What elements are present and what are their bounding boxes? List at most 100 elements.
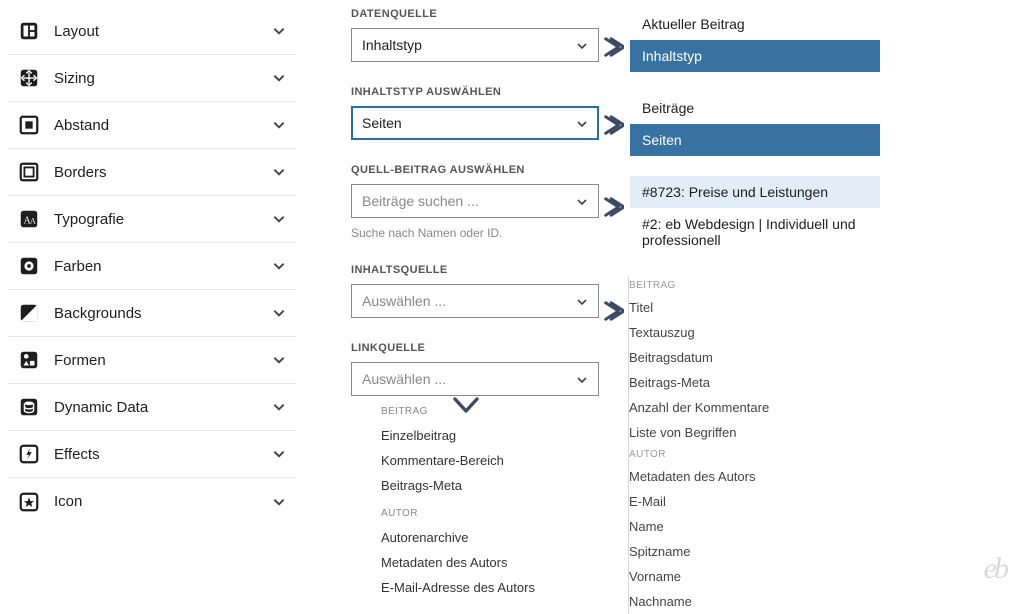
option-item[interactable]: Beitrags-Meta	[629, 370, 880, 395]
option-item[interactable]: Inhaltstyp	[630, 40, 880, 72]
sidebar-item-backgrounds[interactable]: Backgrounds	[8, 290, 296, 337]
option-item[interactable]: Seiten	[630, 124, 880, 156]
chevron-down-icon	[272, 353, 286, 367]
sidebar-item-label: Typografie	[54, 211, 272, 228]
field-inhaltsquelle: INHALTSQUELLE Auswählen ...	[351, 264, 599, 318]
dropdown-option[interactable]: Kommentare-Bereich	[381, 448, 599, 473]
opts-quellbeitrag: #8723: Preise und Leistungen#2: eb Webde…	[630, 176, 880, 256]
option-item[interactable]: Beitragsdatum	[629, 345, 880, 370]
field-linkquelle: LINKQUELLE Auswählen ... BEITRAGEinzelbe…	[351, 342, 599, 600]
option-item[interactable]: E-Mail	[629, 489, 880, 514]
sidebar-item-effects[interactable]: Effects	[8, 431, 296, 478]
select-value: Inhaltstyp	[362, 37, 576, 53]
chevron-down-icon	[576, 373, 588, 385]
sidebar-item-label: Borders	[54, 164, 272, 181]
sidebar-item-dynamic[interactable]: Dynamic Data	[8, 384, 296, 431]
select-quellbeitrag[interactable]: Beiträge suchen ...	[351, 184, 599, 218]
arrow-down-icon	[452, 396, 480, 416]
settings-sidebar: Layout Sizing Abstand Borders AA Typografie Fa…	[8, 8, 296, 525]
sidebar-item-label: Layout	[54, 23, 272, 40]
option-item[interactable]: #8723: Preise und Leistungen	[630, 176, 880, 208]
chevron-down-icon	[272, 447, 286, 461]
option-item[interactable]: Aktueller Beitrag	[630, 8, 880, 40]
option-item[interactable]: Beiträge	[630, 92, 880, 124]
opts-inhaltstyp: BeiträgeSeiten	[630, 92, 880, 156]
option-item[interactable]: Metadaten des Autors	[629, 464, 880, 489]
select-value: Seiten	[362, 115, 576, 131]
select-linkquelle[interactable]: Auswählen ...	[351, 362, 599, 396]
arrow-right-icon	[602, 196, 624, 218]
chevron-down-icon	[272, 118, 286, 132]
chevron-down-icon	[272, 212, 286, 226]
option-item[interactable]: Spitzname	[629, 539, 880, 564]
sizing-icon	[18, 67, 40, 89]
sidebar-item-label: Formen	[54, 352, 272, 369]
sidebar-item-sizing[interactable]: Sizing	[8, 55, 296, 102]
option-item[interactable]: #2: eb Webdesign | Individuell und profe…	[630, 208, 880, 256]
option-item[interactable]: Liste von Begriffen	[629, 420, 880, 445]
opts-inhaltsquelle: BEITRAGTitelTextauszugBeitragsdatumBeitr…	[628, 276, 880, 614]
option-item[interactable]: Nachname	[629, 589, 880, 614]
dynamic-icon	[18, 396, 40, 418]
label-inhaltstyp: INHALTSTYP AUSWÄHLEN	[351, 86, 599, 98]
dropdown-option[interactable]: Einzelbeitrag	[381, 423, 599, 448]
sidebar-item-abstand[interactable]: Abstand	[8, 102, 296, 149]
dropdown-option[interactable]: Autorenarchive	[381, 525, 599, 550]
dropdown-option[interactable]: Beitrags-Meta	[381, 473, 599, 498]
chevron-down-icon	[576, 295, 588, 307]
option-item[interactable]: Name	[629, 514, 880, 539]
backgrounds-icon	[18, 302, 40, 324]
select-placeholder: Auswählen ...	[362, 293, 576, 309]
field-quellbeitrag: QUELL-BEITRAG AUSWÄHLEN Beiträge suchen …	[351, 164, 599, 240]
icon-icon	[18, 491, 40, 513]
select-placeholder: Auswählen ...	[362, 371, 576, 387]
sidebar-item-label: Dynamic Data	[54, 399, 272, 416]
sidebar-item-formen[interactable]: Formen	[8, 337, 296, 384]
sidebar-item-icon[interactable]: Icon	[8, 478, 296, 525]
typografie-icon: AA	[18, 208, 40, 230]
select-inhaltstyp[interactable]: Seiten	[351, 106, 599, 140]
dropdown-group-header: AUTOR	[381, 508, 599, 519]
svg-text:A: A	[30, 217, 36, 226]
option-item[interactable]: Anzahl der Kommentare	[629, 395, 880, 420]
select-datenquelle[interactable]: Inhaltstyp	[351, 28, 599, 62]
abstand-icon	[18, 114, 40, 136]
chevron-down-icon	[576, 195, 588, 207]
opts-datenquelle: Aktueller BeitragInhaltstyp	[630, 8, 880, 72]
linkquelle-dropdown: BEITRAGEinzelbeitragKommentare-BereichBe…	[351, 406, 599, 600]
chevron-down-icon	[272, 259, 286, 273]
sidebar-item-farben[interactable]: Farben	[8, 243, 296, 290]
sidebar-item-label: Icon	[54, 493, 272, 510]
arrow-right-icon	[602, 300, 624, 322]
sidebar-item-layout[interactable]: Layout	[8, 8, 296, 55]
sidebar-item-label: Sizing	[54, 70, 272, 87]
helper-quellbeitrag: Suche nach Namen oder ID.	[351, 226, 599, 240]
chevron-down-icon	[272, 165, 286, 179]
chevron-down-icon	[576, 39, 588, 51]
dropdown-option[interactable]: Metadaten des Autors	[381, 550, 599, 575]
label-linkquelle: LINKQUELLE	[351, 342, 599, 354]
dropdown-option[interactable]: E-Mail-Adresse des Autors	[381, 575, 599, 600]
option-group-header: AUTOR	[629, 445, 880, 464]
farben-icon	[18, 255, 40, 277]
chevron-down-icon	[272, 306, 286, 320]
sidebar-item-typografie[interactable]: AA Typografie	[8, 196, 296, 243]
option-item[interactable]: Titel	[629, 295, 880, 320]
label-inhaltsquelle: INHALTSQUELLE	[351, 264, 599, 276]
borders-icon	[18, 161, 40, 183]
sidebar-item-label: Effects	[54, 446, 272, 463]
options-panel: Aktueller BeitragInhaltstyp BeiträgeSeit…	[630, 8, 880, 614]
chevron-down-icon	[272, 24, 286, 38]
select-inhaltsquelle[interactable]: Auswählen ...	[351, 284, 599, 318]
settings-form: DATENQUELLE Inhaltstyp INHALTSTYP AUSWÄH…	[351, 8, 599, 604]
sidebar-item-label: Backgrounds	[54, 305, 272, 322]
option-item[interactable]: Textauszug	[629, 320, 880, 345]
sidebar-item-borders[interactable]: Borders	[8, 149, 296, 196]
formen-icon	[18, 349, 40, 371]
layout-icon	[18, 20, 40, 42]
label-datenquelle: DATENQUELLE	[351, 8, 599, 20]
chevron-down-icon	[272, 495, 286, 509]
effects-icon	[18, 443, 40, 465]
arrow-right-icon	[602, 114, 624, 136]
option-item[interactable]: Vorname	[629, 564, 880, 589]
